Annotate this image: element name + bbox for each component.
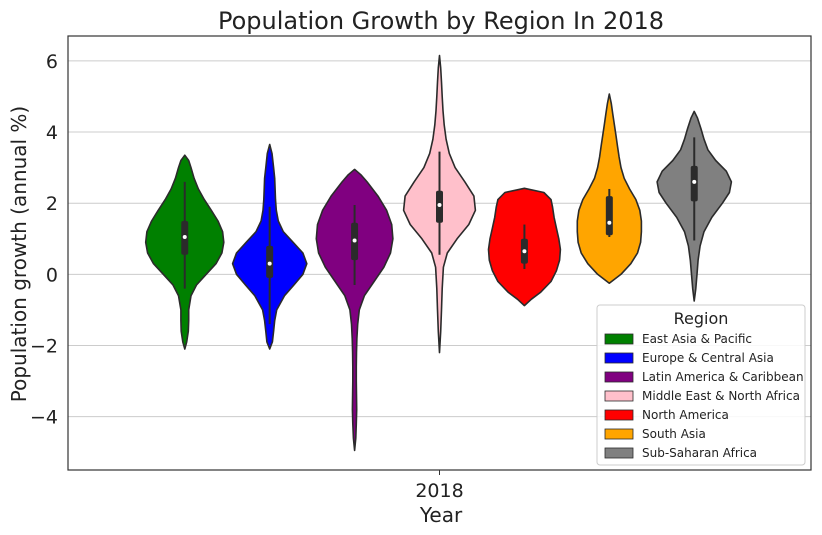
y-tick-label: 4: [46, 122, 58, 144]
legend-swatch: [604, 409, 634, 421]
legend-swatch: [604, 428, 634, 440]
x-tick-label: 2018: [415, 480, 463, 502]
violin-body: [315, 168, 394, 452]
y-axis-label: Population growth (annual %): [7, 106, 31, 402]
legend-swatch: [604, 390, 634, 402]
legend-label: Sub-Saharan Africa: [642, 446, 757, 460]
violin-iqr-box: [605, 196, 613, 236]
x-axis-ticks: 2018: [415, 470, 464, 502]
violin-median-dot: [692, 179, 697, 184]
y-tick-label: 2: [46, 193, 58, 215]
violin-plot-area: [144, 54, 733, 452]
legend: Region East Asia & Pacific Europe & Centr…: [596, 304, 806, 466]
y-tick-label: −2: [30, 335, 58, 357]
violin-2: [315, 168, 394, 452]
legend-label: East Asia & Pacific: [642, 332, 752, 346]
legend-label: North America: [642, 408, 729, 422]
y-tick-label: −4: [30, 407, 58, 429]
violin-6: [656, 110, 733, 302]
legend-title: Region: [674, 309, 729, 328]
violin-median-dot: [182, 234, 187, 239]
legend-swatch: [604, 447, 634, 459]
y-tick-label: 0: [46, 264, 58, 286]
violin-5: [576, 93, 643, 284]
legend-label: South Asia: [642, 427, 706, 441]
legend-swatch: [604, 371, 634, 383]
legend-label: Middle East & North Africa: [642, 389, 800, 403]
legend-swatch: [604, 333, 634, 345]
violin-median-dot: [437, 202, 442, 207]
violin-median-dot: [267, 261, 272, 266]
violin-3: [402, 54, 477, 354]
legend-label: Latin America & Caribbean: [642, 370, 804, 384]
violin-1: [231, 143, 308, 350]
violin-body: [576, 93, 643, 284]
legend-label: Europe & Central Asia: [642, 351, 774, 365]
violin-median-dot: [352, 238, 357, 243]
y-tick-label: 6: [46, 51, 58, 73]
violin-median-dot: [607, 220, 612, 225]
violin-median-dot: [522, 249, 527, 254]
y-axis-ticks: −4 −2 0 2 4 6: [30, 51, 58, 429]
legend-swatch: [604, 352, 634, 364]
x-axis-label: Year: [419, 503, 463, 527]
violin-4: [487, 187, 562, 307]
chart-title: Population Growth by Region In 2018: [218, 7, 664, 35]
violin-0: [144, 154, 225, 350]
legend-box: [596, 304, 806, 466]
